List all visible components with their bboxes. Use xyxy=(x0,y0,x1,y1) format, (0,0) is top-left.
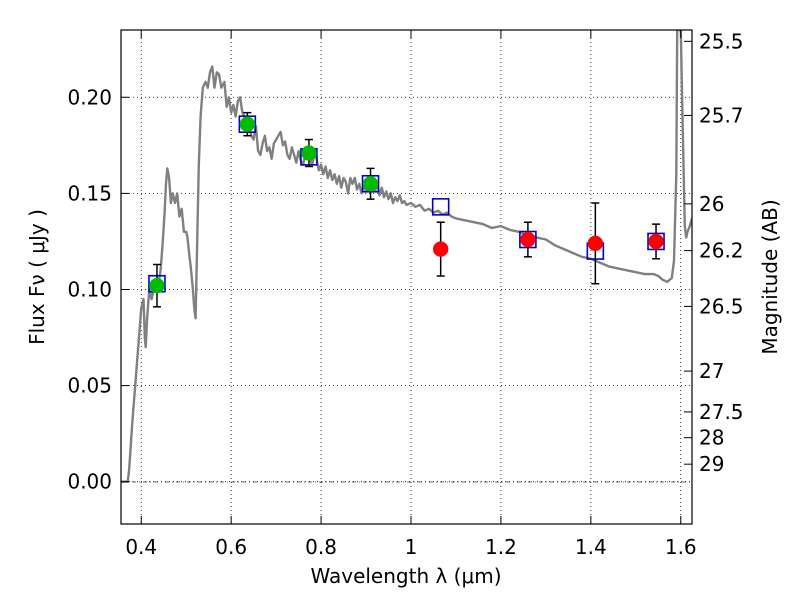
optical-measurements-point xyxy=(149,277,165,294)
right-axis-title: Magnitude (AB) xyxy=(758,199,782,354)
x-tick-label: 0.6 xyxy=(215,535,247,559)
right-tick-label: 27 xyxy=(699,359,724,383)
y-tick-label: 0.10 xyxy=(67,277,112,301)
y-tick-label: 0.00 xyxy=(67,470,112,494)
infrared-measurements-point xyxy=(520,231,536,248)
right-tick-label: 29 xyxy=(699,452,724,476)
infrared-measurements-point xyxy=(648,233,664,250)
y-tick-label: 0.05 xyxy=(67,374,112,398)
right-tick-label: 25.7 xyxy=(699,103,744,127)
infrared-measurements-point xyxy=(587,235,604,252)
y-tick-label: 0.20 xyxy=(67,85,112,109)
x-tick-label: 1.4 xyxy=(575,535,607,559)
x-tick-label: 0.4 xyxy=(125,535,157,559)
optical-measurements-point xyxy=(239,116,256,132)
y-axis-title: Flux Fν ( μJy ) xyxy=(25,209,49,345)
model-photometry-square xyxy=(431,198,450,216)
right-tick-label: 28 xyxy=(699,426,724,450)
plot-frame xyxy=(120,29,693,525)
y-tick-label: 0.15 xyxy=(67,181,112,205)
right-tick-label: 25.5 xyxy=(699,29,744,53)
right-tick-label: 27.5 xyxy=(699,400,744,424)
x-tick-label: 1 xyxy=(405,535,418,559)
optical-measurements-point xyxy=(362,176,379,192)
right-tick-label: 26 xyxy=(699,192,724,216)
right-tick-label: 26.2 xyxy=(699,239,744,263)
axis-ticks: 0.4 0.6 0.8 1 1.2 1.4 1.6 0.00 0.05 0.10 0.15 0.20 2… xyxy=(67,29,743,559)
x-tick-label: 0.8 xyxy=(305,535,337,559)
x-tick-label: 1.2 xyxy=(485,535,517,559)
x-axis-title: Wavelength λ (μm) xyxy=(310,564,501,588)
x-tick-label: 1.6 xyxy=(665,535,697,559)
infrared-measurements-point xyxy=(432,241,449,257)
optical-measurements-point xyxy=(301,145,317,161)
photometry-points xyxy=(148,111,665,308)
right-tick-label: 26.5 xyxy=(699,294,744,318)
